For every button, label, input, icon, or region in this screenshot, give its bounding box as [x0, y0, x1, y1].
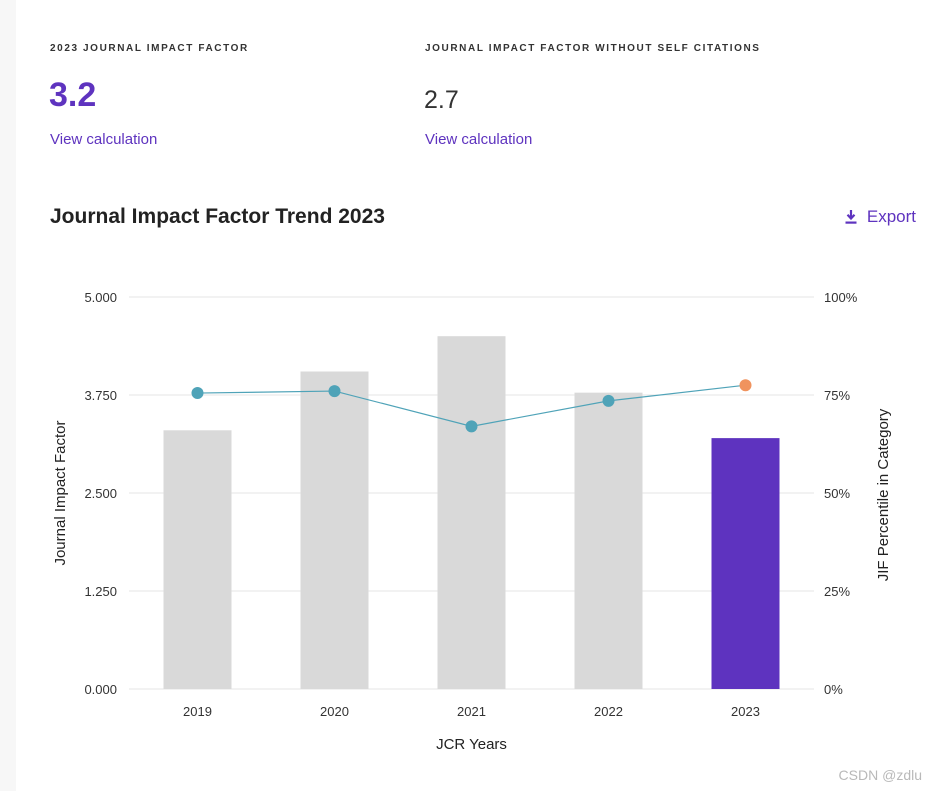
watermark: CSDN @zdlu [838, 767, 922, 783]
bar-2022 [574, 392, 643, 689]
x-tick-label: 2021 [457, 704, 486, 719]
percentile-point-2023 [739, 379, 752, 392]
y2-tick-label: 50% [824, 486, 850, 501]
jcr-panel: 2023 JOURNAL IMPACT FACTOR 3.2 View calc… [16, 0, 928, 791]
y-tick-label: 2.500 [84, 486, 117, 501]
x-axis-title: JCR Years [436, 736, 507, 753]
download-icon [845, 210, 857, 224]
x-tick-label: 2022 [594, 704, 623, 719]
percentile-point-2020 [328, 385, 341, 398]
export-label: Export [866, 207, 916, 226]
bar-2023 [711, 438, 780, 689]
export-button[interactable]: Export [845, 207, 916, 227]
jif-no-self-view-calculation-link[interactable]: View calculation [425, 131, 533, 148]
y2-tick-label: 75% [824, 388, 850, 403]
y2-tick-label: 100% [824, 290, 858, 305]
percentile-point-2019 [191, 387, 204, 400]
bar-2019 [163, 430, 232, 689]
y-axis-title: Journal Impact Factor [52, 420, 69, 565]
x-tick-label: 2023 [731, 704, 760, 719]
jif-trend-chart: 0.000 0% 1.250 25% 2.500 50% 3.750 75% 5.000 100%… [52, 290, 892, 753]
y-tick-label: 1.250 [84, 584, 117, 599]
jif-view-calculation-link[interactable]: View calculation [50, 131, 158, 148]
y-tick-label: 0.000 [84, 682, 117, 697]
y2-tick-label: 0% [824, 682, 843, 697]
jif-value: 3.2 [49, 76, 97, 114]
jif-no-self-value: 2.7 [424, 86, 459, 114]
percentile-point-2022 [602, 394, 615, 407]
y-tick-label: 3.750 [84, 388, 117, 403]
y2-axis-title: JIF Percentile in Category [875, 408, 892, 581]
x-tick-label: 2019 [183, 704, 212, 719]
y-tick-label: 5.000 [84, 290, 117, 305]
x-tick-label: 2020 [320, 704, 349, 719]
bar-2021 [437, 336, 506, 689]
y2-tick-label: 25% [824, 584, 850, 599]
chart-title: Journal Impact Factor Trend 2023 [50, 205, 385, 228]
jif-label: 2023 JOURNAL IMPACT FACTOR [50, 43, 249, 54]
jif-no-self-label: JOURNAL IMPACT FACTOR WITHOUT SELF CITAT… [425, 43, 761, 54]
bar-2020 [300, 371, 369, 689]
percentile-point-2021 [465, 420, 478, 433]
